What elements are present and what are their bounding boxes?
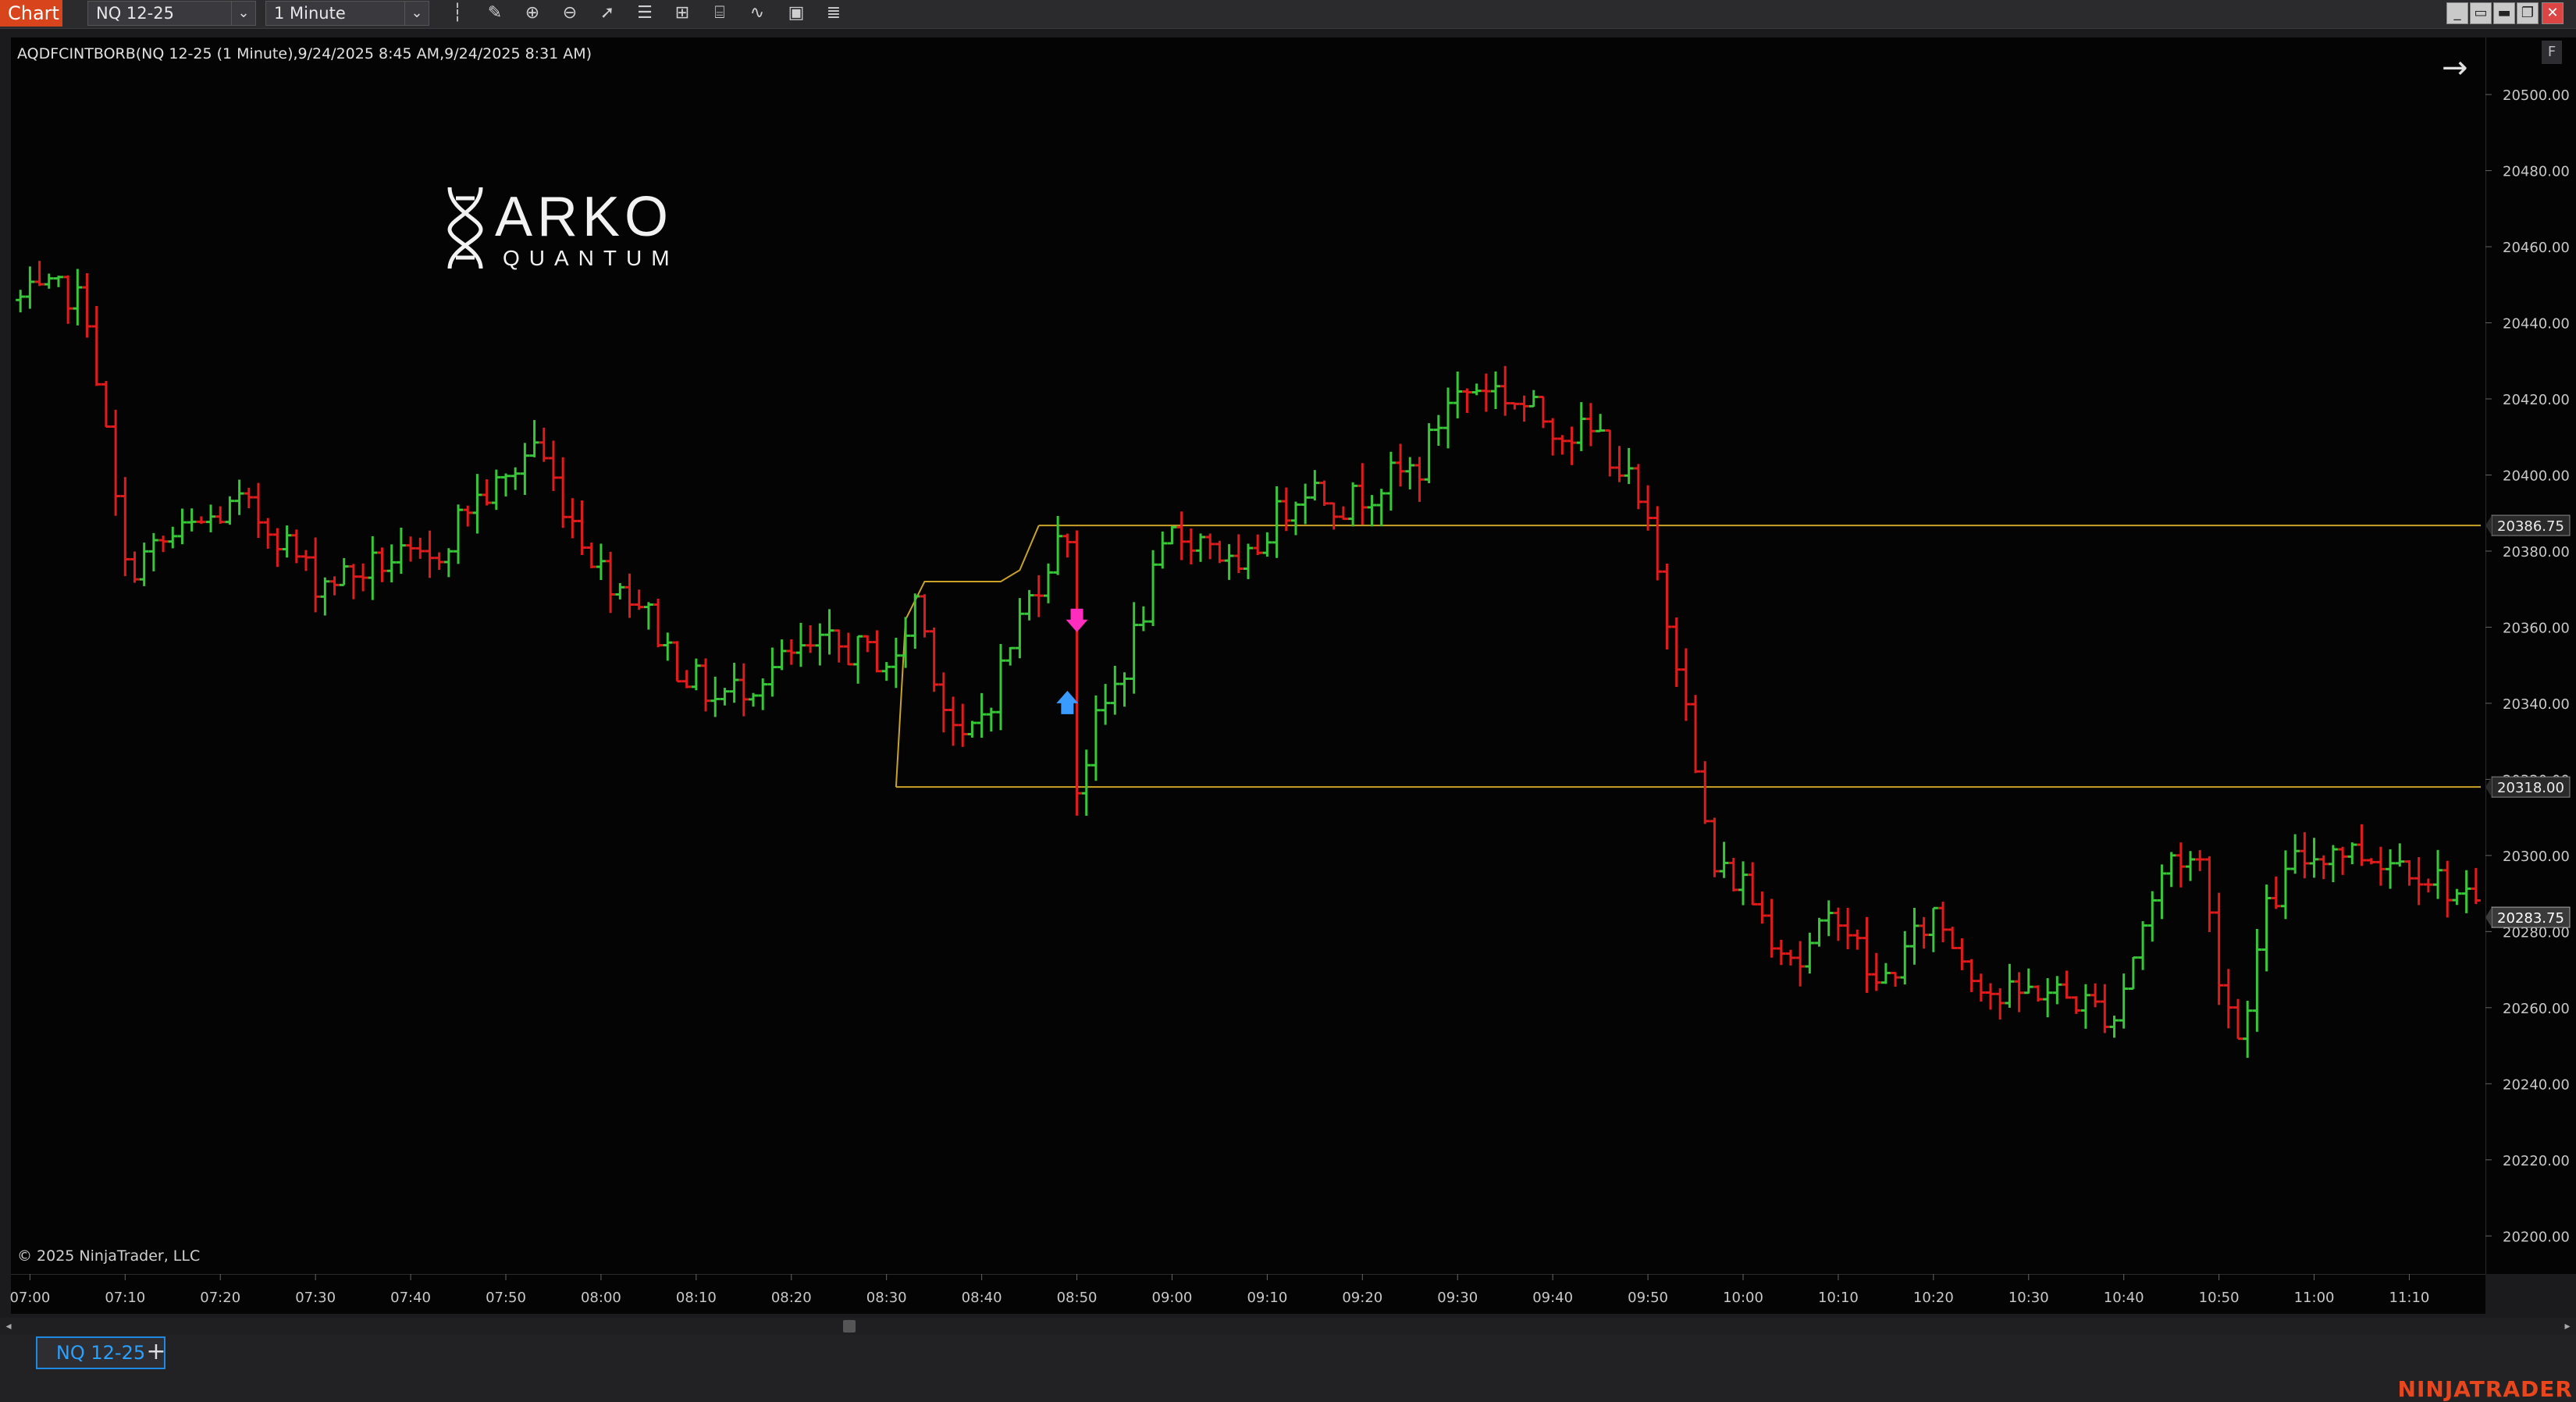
x-tick-label: 09:50 xyxy=(1628,1290,1668,1306)
x-tick-label: 09:00 xyxy=(1152,1290,1193,1306)
price-tag-box xyxy=(2491,776,2571,798)
toolbar: Chart NQ 12-25 ⌄ 1 Minute ⌄ ┆ ✎ ⊕ ⊖ ➚ ☰ … xyxy=(0,0,2576,29)
restore-button[interactable]: ❐ xyxy=(2517,2,2539,24)
bar-type-icon[interactable]: ┆ xyxy=(452,3,463,23)
price-axis[interactable] xyxy=(2485,37,2576,1274)
templates-icon[interactable]: ⊞ xyxy=(674,3,690,23)
x-tick-label: 10:30 xyxy=(2008,1290,2049,1306)
scroll-thumb[interactable] xyxy=(843,1320,856,1333)
interval-value: 1 Minute xyxy=(274,4,346,23)
instrument-tab[interactable]: NQ 12-25 xyxy=(36,1336,165,1369)
minimize-button[interactable]: _ xyxy=(2446,2,2468,24)
instrument-selector[interactable]: NQ 12-25 ⌄ xyxy=(87,1,256,26)
x-tick-label: 10:40 xyxy=(2104,1290,2144,1306)
zoom-in-icon[interactable]: ⊕ xyxy=(525,3,540,23)
y-tick-label: 20500.00 xyxy=(2503,87,2570,104)
arko-quantum-logo: ARKO QUANTUM xyxy=(447,186,679,270)
x-tick-label: 09:20 xyxy=(1342,1290,1382,1306)
chevron-down-icon[interactable]: ⌄ xyxy=(231,2,255,25)
sell-arrow-icon xyxy=(1066,608,1088,632)
x-tick-label: 10:50 xyxy=(2199,1290,2240,1306)
buy-arrow-icon xyxy=(1056,690,1079,714)
range-build-line xyxy=(895,525,1040,788)
last-price-box xyxy=(2491,906,2571,928)
scroll-right-icon[interactable]: ▸ xyxy=(2564,1320,2571,1333)
x-tick-label: 09:10 xyxy=(1247,1290,1287,1306)
y-tick-label: 20240.00 xyxy=(2503,1076,2570,1093)
x-tick-label: 09:40 xyxy=(1532,1290,1573,1306)
x-tick-label: 08:30 xyxy=(866,1290,907,1306)
x-tick-label: 10:20 xyxy=(1913,1290,1954,1306)
y-tick-label: 20480.00 xyxy=(2503,164,2570,180)
bottom-bar xyxy=(0,1335,2576,1402)
time-axis[interactable] xyxy=(11,1274,2485,1314)
x-tick-label: 08:40 xyxy=(962,1290,1002,1306)
x-tick-label: 08:20 xyxy=(771,1290,812,1306)
scroll-left-icon[interactable]: ◂ xyxy=(5,1320,12,1333)
maximize-button[interactable]: ▬ xyxy=(2493,2,2515,24)
chart-tab[interactable]: Chart xyxy=(0,0,62,27)
y-tick-label: 20260.00 xyxy=(2503,1001,2570,1017)
instrument-value: NQ 12-25 xyxy=(96,4,174,23)
x-tick-label: 07:20 xyxy=(200,1290,240,1306)
copyright-text: © 2025 NinjaTrader, LLC xyxy=(17,1247,201,1265)
pointer-icon[interactable]: ➚ xyxy=(600,3,615,23)
chart-panel[interactable] xyxy=(11,37,2485,1274)
y-tick-label: 20440.00 xyxy=(2503,316,2570,333)
y-tick-label: 20400.00 xyxy=(2503,468,2570,484)
zoom-out-icon[interactable]: ⊖ xyxy=(562,3,578,23)
horizontal-scrollbar[interactable]: ◂ ▸ xyxy=(0,1318,2576,1335)
x-tick-label: 08:00 xyxy=(581,1290,621,1306)
pencil-icon[interactable]: ✎ xyxy=(487,3,503,23)
x-tick-label: 10:10 xyxy=(1818,1290,1859,1306)
indicators-icon[interactable]: ∿ xyxy=(749,3,765,23)
x-tick-label: 08:50 xyxy=(1057,1290,1098,1306)
data-box-icon[interactable]: ▣ xyxy=(788,3,805,23)
f-toggle-icon[interactable]: F xyxy=(2542,41,2562,64)
interval-selector[interactable]: 1 Minute ⌄ xyxy=(265,1,429,26)
y-tick-label: 20460.00 xyxy=(2503,240,2570,256)
y-tick-label: 20300.00 xyxy=(2503,849,2570,865)
logo-word: ARKO xyxy=(495,186,673,248)
price-tag-pointer xyxy=(2485,515,2492,536)
y-tick-label: 20220.00 xyxy=(2503,1153,2570,1169)
ninjatrader-brand: NINJATRADER xyxy=(2397,1376,2573,1402)
x-tick-label: 09:30 xyxy=(1437,1290,1478,1306)
last-price-label: 20283.75 xyxy=(2497,910,2564,927)
price-tag-label: 20318.00 xyxy=(2497,780,2564,796)
x-tick-label: 11:00 xyxy=(2294,1290,2335,1306)
tile-button[interactable]: ▭ xyxy=(2470,2,2492,24)
price-tag-box xyxy=(2491,514,2571,536)
dna-helix-icon xyxy=(447,187,483,269)
x-tick-label: 07:10 xyxy=(105,1290,145,1306)
x-tick-label: 10:00 xyxy=(1723,1290,1763,1306)
logo-sub: QUANTUM xyxy=(503,246,679,270)
y-tick-label: 20200.00 xyxy=(2503,1229,2570,1245)
y-tick-label: 20280.00 xyxy=(2503,924,2570,941)
y-tick-label: 20340.00 xyxy=(2503,696,2570,713)
indicator-label: AQDFCINTBORB(NQ 12-25 (1 Minute),9/24/20… xyxy=(17,45,592,62)
y-tick-label: 20420.00 xyxy=(2503,392,2570,408)
x-tick-label: 07:00 xyxy=(9,1290,50,1306)
x-tick-label: 11:10 xyxy=(2389,1290,2430,1306)
add-tab-button[interactable]: + xyxy=(146,1338,166,1365)
y-tick-label: 20380.00 xyxy=(2503,544,2570,560)
properties-icon[interactable]: ☰ xyxy=(637,3,653,23)
y-tick-label: 20360.00 xyxy=(2503,620,2570,636)
x-tick-label: 07:40 xyxy=(390,1290,431,1306)
chevron-down-icon[interactable]: ⌄ xyxy=(404,2,429,25)
last-price-pointer xyxy=(2485,907,2492,928)
price-tag-pointer xyxy=(2485,777,2492,798)
arrow-right-icon[interactable]: → xyxy=(2442,50,2468,86)
x-tick-label: 07:50 xyxy=(486,1290,526,1306)
close-button[interactable]: ✕ xyxy=(2542,2,2564,24)
x-tick-label: 08:10 xyxy=(676,1290,717,1306)
list-icon[interactable]: ≣ xyxy=(826,3,841,23)
strategy-icon[interactable]: ⌸ xyxy=(714,3,725,23)
price-tag-label: 20386.75 xyxy=(2497,518,2564,535)
x-tick-label: 07:30 xyxy=(295,1290,336,1306)
